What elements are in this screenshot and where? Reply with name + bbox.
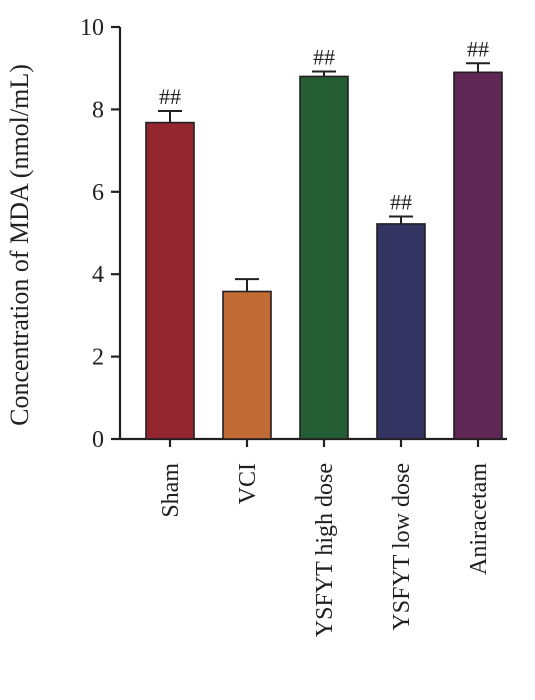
significance-label: ## xyxy=(159,84,181,109)
x-category-label: Sham xyxy=(158,463,184,518)
bar-aniracetam xyxy=(453,71,503,440)
error-bars-group xyxy=(158,62,490,292)
bar-ysfyt-high-dose xyxy=(299,75,349,440)
y-tick-label: 6 xyxy=(92,180,104,206)
y-tick-label: 8 xyxy=(92,97,104,123)
bar-sham xyxy=(145,121,195,440)
bar-vci xyxy=(222,290,272,440)
significance-label: ## xyxy=(313,44,335,69)
significance-label: ## xyxy=(467,36,489,61)
y-tick-label: 0 xyxy=(92,427,104,453)
y-tick-label: 10 xyxy=(80,15,104,41)
x-category-label: Aniracetam xyxy=(466,463,492,575)
y-tick-label: 4 xyxy=(92,262,104,288)
bar-ysfyt-low-dose xyxy=(376,223,426,440)
y-tick-label: 2 xyxy=(92,345,104,371)
significance-labels-group: ## ## ## ## xyxy=(159,36,489,214)
x-axis xyxy=(120,437,507,447)
bars-group xyxy=(145,71,503,440)
significance-label: ## xyxy=(390,190,412,215)
x-category-label: YSFYT low dose xyxy=(389,463,415,631)
category-labels-group: Sham VCI YSFYT high dose YSFYT low dose Anir… xyxy=(158,463,492,638)
x-category-label: VCI xyxy=(235,463,261,504)
y-axis-label: Concentration of MDA (nmol/mL) xyxy=(5,64,34,426)
y-axis: 0 2 4 6 8 10 xyxy=(80,15,122,453)
x-category-label: YSFYT high dose xyxy=(312,463,338,637)
